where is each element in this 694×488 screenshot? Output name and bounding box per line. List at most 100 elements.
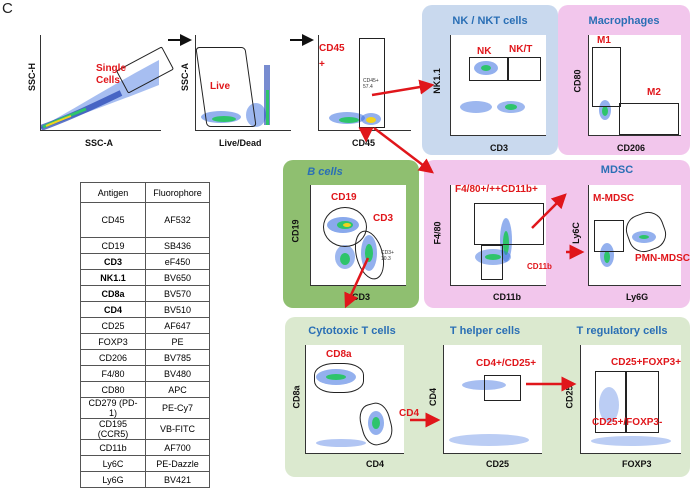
xlabel-myeloid: CD11b [493, 292, 522, 302]
plot-thelper: CD4+/CD25+ [443, 345, 542, 454]
antigen-cell: F4/80 [80, 365, 146, 382]
antigen-cell: Ly6C [80, 455, 146, 472]
xlabel-mdsc: Ly6G [626, 292, 649, 302]
fluorophore-cell: AF532 [145, 202, 210, 238]
table-row: CD11b AF700 [80, 439, 210, 456]
table-row: CD4 BV510 [80, 301, 210, 318]
label-cd8a: CD8a [326, 349, 352, 360]
label-cd4-cd25: CD4+/CD25+ [476, 358, 537, 369]
label-nk: NK [477, 46, 492, 57]
gate-m1 [592, 47, 621, 107]
label-cd25-foxp3-pos: CD25+FOXP3+ [611, 357, 682, 368]
fluorophore-cell: BV480 [145, 365, 210, 382]
table-row: CD3 eF450 [80, 253, 210, 270]
table-row: CD19 SB436 [80, 237, 210, 254]
plot-cytotoxic: CD8a CD4 [305, 345, 419, 454]
antigen-cell: CD195 (CCR5) [80, 418, 146, 440]
antigen-cell: CD19 [80, 237, 146, 254]
table-row: CD279 (PD-1) PE-Cy7 [80, 397, 210, 419]
label-single-cells: Single Cells [96, 63, 127, 86]
fluorophore-cell: AF647 [145, 317, 210, 334]
table-row: CD195 (CCR5) VB-FITC [80, 418, 210, 440]
xlabel-thelper: CD25 [486, 459, 510, 469]
fluorophore-cell: BV785 [145, 349, 210, 366]
arrow-bcells-to-tcells [344, 257, 370, 309]
table-row: F4/80 BV480 [80, 365, 210, 382]
gate-cd19 [323, 207, 367, 247]
plot-nk: NK NK/T [450, 35, 546, 136]
arrow-cd45-to-myeloid [373, 127, 434, 174]
gate-f480 [474, 203, 544, 245]
antigen-cell: CD8a [80, 285, 146, 302]
fluorophore-cell: PE-Dazzle [145, 455, 210, 472]
table-row: NK1.1 BV650 [80, 269, 210, 286]
table-header-antigen: Antigen [80, 182, 146, 203]
plot-myeloid: F4/80+/++CD11b+ CD11b [450, 184, 552, 286]
plot-cd45: CD45 + CD45+ 57.4 [318, 35, 411, 131]
table-row: Ly6C PE-Dazzle [80, 455, 210, 472]
cd3-percentage: CD3+ 10.3 [381, 250, 394, 262]
xlabel-macrophages: CD206 [617, 143, 646, 153]
label-m-mdsc: M-MDSC [593, 193, 635, 204]
xlabel-cytotoxic: CD4 [366, 459, 385, 469]
table-row: CD25 AF647 [80, 317, 210, 334]
table-row: CD8a BV570 [80, 285, 210, 302]
label-cd25-foxp3-neg: CD25+/FOXP3- [592, 417, 663, 428]
gate-cd11b [481, 245, 503, 280]
region-treg-title: T regulatory cells [576, 325, 668, 337]
region-cytotoxic-title: Cytotoxic T cells [308, 325, 396, 337]
plot-bcells: CD19 CD3 CD3+ 10.3 [310, 185, 406, 286]
fluorophore-cell: PE-Cy7 [145, 397, 210, 419]
label-f480: F4/80+/++CD11b+ [455, 184, 538, 195]
label-cd3: CD3 [373, 213, 394, 224]
plot-treg: CD25+FOXP3+ CD25+/FOXP3- [580, 345, 681, 454]
label-cd45: CD45 + [319, 43, 345, 70]
gate-m-mdsc [594, 220, 624, 252]
label-cd4-cyto: CD4 [399, 408, 420, 419]
antigen-cell: CD25 [80, 317, 146, 334]
fluorophore-cell: eF450 [145, 253, 210, 270]
xlabel-treg: FOXP3 [622, 459, 652, 469]
fluorophore-cell: BV510 [145, 301, 210, 318]
gate-cd4-cd25 [484, 375, 521, 401]
fluorophore-cell: AF700 [145, 439, 210, 456]
xlabel-bcells: CD3 [352, 292, 371, 302]
panel-label: C [2, 0, 13, 17]
antigen-cell: FOXP3 [80, 333, 146, 350]
label-cd11b: CD11b [527, 262, 552, 271]
gate-cd25-foxp3-pos [625, 371, 659, 433]
fluorophore-cell: PE [145, 333, 210, 350]
xlabel-cd45: CD45 [352, 138, 376, 148]
region-macrophages-title: Macrophages [588, 15, 660, 27]
antigen-cell: CD11b [80, 439, 146, 456]
gate-nk [469, 57, 509, 81]
xlabel-live: Live/Dead [219, 138, 262, 148]
table-row: CD206 BV785 [80, 349, 210, 366]
arrow-cd45-to-nk [371, 79, 435, 97]
arrow-myeloid-to-mdsc [531, 193, 567, 229]
label-nkt: NK/T [509, 44, 533, 55]
fluorophore-cell: BV650 [145, 269, 210, 286]
region-nk-title: NK / NKT cells [452, 15, 528, 27]
region-mdsc-title: MDSC [600, 164, 634, 176]
xlabel-nk: CD3 [490, 143, 509, 153]
region-bcells-title: B cells [307, 166, 343, 178]
label-m2: M2 [647, 87, 661, 98]
table-header-fluorophore: Fluorophore [145, 182, 210, 203]
fluorophore-cell: BV570 [145, 285, 210, 302]
fluorophore-cell: VB-FITC [145, 418, 210, 440]
antigen-cell: CD279 (PD-1) [80, 397, 146, 419]
antibody-panel-table: Antigen Fluorophore CD45 AF532 CD19 SB436 … [80, 182, 210, 488]
antigen-cell: NK1.1 [80, 269, 146, 286]
gate-cd25-foxp3-neg [595, 371, 627, 433]
xlabel-single-cells: SSC-A [85, 138, 114, 148]
gate-nkt [507, 57, 541, 81]
table-row: FOXP3 PE [80, 333, 210, 350]
fluorophore-cell: SB436 [145, 237, 210, 254]
plot-live: Live [195, 35, 291, 131]
label-live: Live [210, 81, 231, 92]
antigen-cell: CD3 [80, 253, 146, 270]
antigen-cell: CD45 [80, 202, 146, 238]
plot-macrophages: M1 M2 [588, 35, 681, 136]
